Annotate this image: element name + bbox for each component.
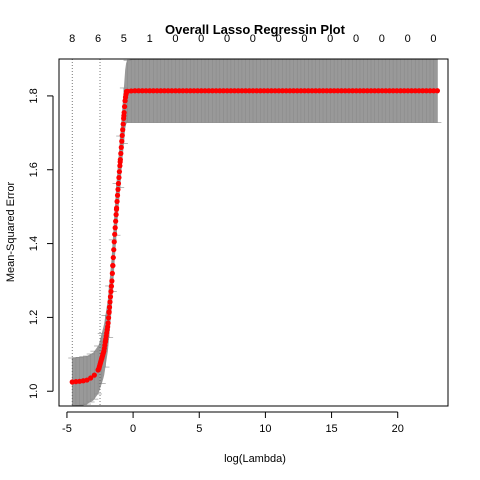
- x-axis-title: log(Lambda): [224, 453, 286, 465]
- mse-point: [119, 139, 124, 144]
- mse-point: [111, 247, 116, 252]
- y-tick-label: 1.0: [28, 384, 40, 399]
- mse-point: [435, 88, 440, 93]
- mse-point: [111, 255, 116, 260]
- mse-point: [109, 284, 114, 289]
- y-tick-label: 1.8: [28, 88, 40, 103]
- x-tick-label: 15: [325, 423, 337, 435]
- mse-point: [108, 289, 113, 294]
- mse-point: [122, 104, 127, 109]
- x-tick-label: 20: [392, 423, 404, 435]
- mse-point: [116, 181, 121, 186]
- mse-point: [116, 175, 121, 180]
- mse-point: [121, 121, 126, 126]
- mse-point: [115, 193, 120, 198]
- mse-point: [107, 305, 112, 310]
- top-axis-label: 0: [353, 33, 359, 45]
- mse-point: [109, 278, 114, 283]
- mse-point: [114, 199, 119, 204]
- chart-title: Overall Lasso Regressin Plot: [165, 22, 346, 37]
- mse-point: [118, 151, 123, 156]
- mse-point: [110, 271, 115, 276]
- x-tick-label: 5: [196, 423, 202, 435]
- mse-point: [113, 219, 118, 224]
- error-band: [72, 59, 437, 406]
- mse-point: [110, 263, 115, 268]
- mse-point: [112, 239, 117, 244]
- top-axis-label: 8: [69, 33, 75, 45]
- x-tick-label: -5: [62, 423, 72, 435]
- error-band-group: [72, 59, 437, 406]
- mse-points: [70, 88, 440, 384]
- top-axis-label: 0: [430, 33, 436, 45]
- mse-point: [119, 145, 124, 150]
- mse-point: [117, 169, 122, 174]
- y-tick-label: 1.2: [28, 310, 40, 325]
- mse-point: [120, 127, 125, 132]
- y-axis-title: Mean-Squared Error: [5, 182, 17, 283]
- y-axis: 1.0 1.2 1.4 1.6 1.8: [28, 88, 53, 399]
- x-tick-label: 0: [130, 423, 136, 435]
- x-tick-label: 10: [259, 423, 271, 435]
- top-axis-label: 5: [121, 33, 127, 45]
- mse-point: [106, 315, 111, 320]
- mse-point: [106, 320, 111, 325]
- mse-point: [117, 163, 122, 168]
- mse-point: [108, 294, 113, 299]
- mse-point: [107, 299, 112, 304]
- mse-point: [115, 187, 120, 192]
- mse-point: [114, 212, 119, 217]
- mse-point: [122, 110, 127, 115]
- top-axis-label: 0: [379, 33, 385, 45]
- top-axis-label: 0: [405, 33, 411, 45]
- mse-point: [113, 225, 118, 230]
- top-axis-label: 1: [147, 33, 153, 45]
- y-tick-label: 1.6: [28, 162, 40, 177]
- mse-point: [121, 116, 126, 121]
- mse-point: [120, 133, 125, 138]
- mse-point: [118, 157, 123, 162]
- y-tick-label: 1.4: [28, 236, 40, 251]
- mse-point: [106, 310, 111, 315]
- mse-point: [92, 373, 97, 378]
- x-axis: -5 0 5 10 15 20: [62, 412, 404, 435]
- mse-point: [112, 232, 117, 237]
- mse-point: [124, 89, 129, 94]
- top-axis-label: 6: [95, 33, 101, 45]
- mse-point: [114, 205, 119, 210]
